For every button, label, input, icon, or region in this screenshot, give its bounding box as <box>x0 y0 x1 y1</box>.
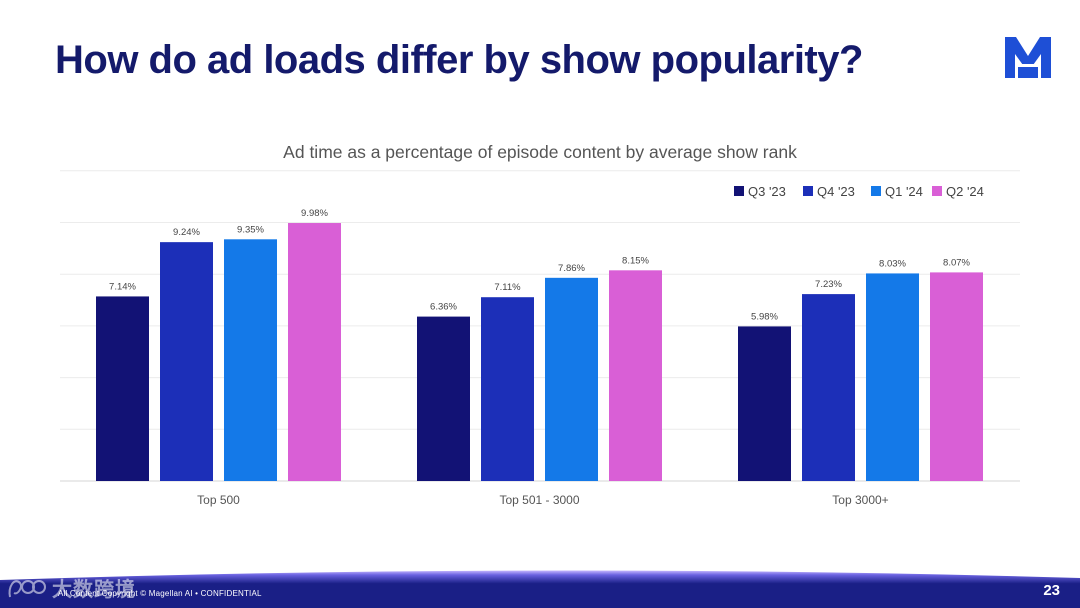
bars <box>96 223 983 481</box>
watermark: 大数跨境 <box>6 572 136 602</box>
legend-swatch <box>803 186 813 196</box>
footer-band <box>0 570 1080 608</box>
legend-label: Q3 '23 <box>748 184 786 199</box>
bar <box>160 242 213 481</box>
bar <box>224 239 277 481</box>
bar-value-label: 7.23% <box>815 279 842 290</box>
bar <box>866 273 919 481</box>
legend-swatch <box>932 186 942 196</box>
logo-mark <box>1005 37 1051 78</box>
bar <box>481 297 534 481</box>
bar <box>96 296 149 481</box>
page-number: 23 <box>1043 582 1060 599</box>
legend-label: Q2 '24 <box>946 184 984 199</box>
bar <box>802 294 855 481</box>
legend-label: Q1 '24 <box>885 184 923 199</box>
bar <box>738 326 791 481</box>
bar-value-label: 8.07% <box>943 257 970 268</box>
chart-title: Ad time as a percentage of episode conte… <box>283 142 797 162</box>
bar-value-labels: 7.14% 9.24% 9.35% 9.98% 6.36% 7.11% 7.86% 8.15%… <box>109 208 970 322</box>
category-label: Top 3000+ <box>832 493 888 507</box>
bar-value-label: 9.24% <box>173 227 200 238</box>
watermark-logo-icon <box>8 580 46 598</box>
bar-value-label: 7.14% <box>109 281 136 292</box>
bar-value-label: 8.15% <box>622 255 649 266</box>
bar <box>930 272 983 481</box>
legend-swatch <box>871 186 881 196</box>
logo-accent-2 <box>1018 67 1038 78</box>
bar <box>288 223 341 481</box>
bar-value-label: 8.03% <box>879 258 906 269</box>
category-label: Top 500 <box>197 493 240 507</box>
slide-title: How do ad loads differ by show popularit… <box>55 38 863 82</box>
footer-copyright: All Content Copyright © Magellan AI • CO… <box>58 589 262 598</box>
legend-swatch <box>734 186 744 196</box>
bar-value-label: 5.98% <box>751 311 778 322</box>
bar <box>417 316 470 481</box>
bar <box>609 270 662 481</box>
bar-value-label: 9.98% <box>301 208 328 219</box>
bar-chart: Ad time as a percentage of episode conte… <box>60 142 1020 507</box>
category-labels: Top 500 Top 501 - 3000 Top 3000+ <box>197 493 889 507</box>
bar-value-label: 7.86% <box>558 263 585 274</box>
legend: Q3 '23 Q4 '23 Q1 '24 Q2 '24 <box>734 184 984 199</box>
gridlines <box>60 170 1020 482</box>
bar-value-label: 9.35% <box>237 224 264 235</box>
magellan-logo <box>1005 37 1051 78</box>
watermark-text: 大数跨境 <box>52 576 136 601</box>
legend-label: Q4 '23 <box>817 184 855 199</box>
category-label: Top 501 - 3000 <box>499 493 579 507</box>
bar <box>545 277 598 481</box>
bar-value-label: 7.11% <box>494 282 521 293</box>
bar-value-label: 6.36% <box>430 302 457 313</box>
